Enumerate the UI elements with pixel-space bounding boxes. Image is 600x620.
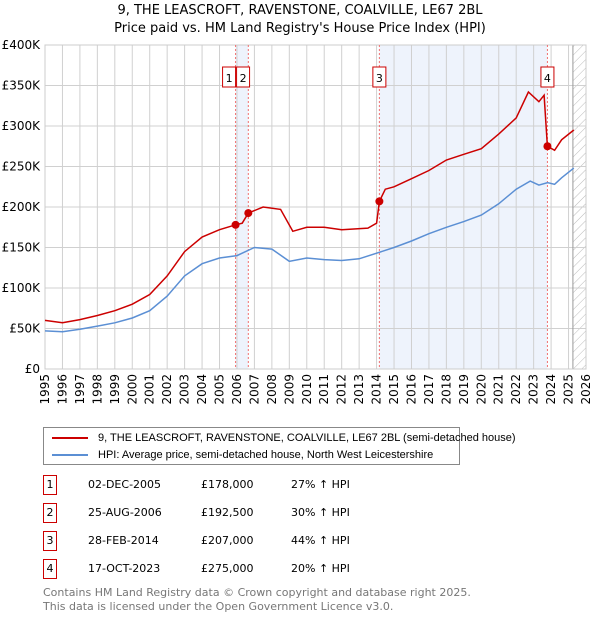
sale-number-badge: 4 <box>43 559 57 579</box>
x-tick-label: 2011 <box>317 374 331 405</box>
sale-date: 17-OCT-2023 <box>88 562 161 575</box>
sale-price: £207,000 <box>201 534 254 547</box>
x-tick-label: 1996 <box>55 374 69 405</box>
x-tick-label: 1995 <box>38 374 52 405</box>
y-tick-label: £300K <box>2 119 42 133</box>
x-tick-label: 2020 <box>474 374 488 405</box>
x-tick-label: 2014 <box>370 374 384 405</box>
x-tick-label: 1997 <box>73 374 87 405</box>
x-tick-label: 2018 <box>439 374 453 405</box>
x-tick-label: 1999 <box>108 374 122 405</box>
x-tick-label: 2023 <box>527 374 541 405</box>
sale-date: 02-DEC-2005 <box>88 478 162 491</box>
x-tick-label: 2015 <box>387 374 401 405</box>
sale-label-border <box>222 66 237 88</box>
y-tick-label: £400K <box>2 38 42 52</box>
chart-title-line1: 9, THE LEASCROFT, RAVENSTONE, COALVILLE,… <box>117 3 483 18</box>
legend-swatch-hpi <box>52 454 88 456</box>
x-tick-label: 2009 <box>282 374 296 405</box>
sale-label-border <box>372 66 387 88</box>
sale-label-number: 1 <box>226 72 233 85</box>
x-tick-label: 2022 <box>509 374 523 405</box>
chart-title-line2: Price paid vs. HM Land Registry's House … <box>114 21 486 36</box>
y-tick-label: £150K <box>2 241 42 255</box>
x-tick-label: 2003 <box>178 374 192 405</box>
sale-price: £192,500 <box>201 506 254 519</box>
y-tick-label: £0 <box>25 362 40 376</box>
sale-number-badge: 2 <box>43 503 57 523</box>
sale-label-box: 3 <box>372 66 387 88</box>
x-tick-label: 1998 <box>90 374 104 405</box>
y-tick-label: £250K <box>2 160 42 174</box>
legend-label-hpi: HPI: Average price, semi-detached house,… <box>98 449 434 461</box>
x-tick-label: 2021 <box>492 374 506 405</box>
x-tick-label: 2019 <box>457 374 471 405</box>
x-tick-label: 2001 <box>143 374 157 405</box>
x-tick-label: 2004 <box>195 374 209 405</box>
x-tick-label: 2007 <box>247 374 261 405</box>
y-tick-label: £50K <box>9 322 41 336</box>
legend: 9, THE LEASCROFT, RAVENSTONE, COALVILLE,… <box>43 427 516 465</box>
sale-point <box>375 197 384 206</box>
sale-point <box>244 209 253 218</box>
x-tick-label: 2016 <box>404 374 418 405</box>
x-tick-label: 2012 <box>335 374 349 405</box>
sale-label-number: 2 <box>240 72 247 85</box>
sale-label-box: 4 <box>540 66 555 88</box>
x-tick-label: 2006 <box>230 374 244 405</box>
sale-hpi-diff: 27% ↑ HPI <box>291 478 350 491</box>
x-tick-label: 2008 <box>265 374 279 405</box>
sale-hpi-diff: 20% ↑ HPI <box>291 562 350 575</box>
sale-number-badge: 1 <box>43 475 57 495</box>
x-tick-label: 2010 <box>300 374 314 405</box>
legend-swatch-property <box>52 437 88 439</box>
x-tick-label: 2017 <box>422 374 436 405</box>
sale-point <box>231 220 240 229</box>
y-tick-label: £100K <box>2 281 42 295</box>
x-tick-label: 2005 <box>213 374 227 405</box>
hpi-line <box>44 167 575 333</box>
footer: Contains HM Land Registry data © Crown c… <box>43 586 471 614</box>
footer-line1: Contains HM Land Registry data © Crown c… <box>43 586 471 599</box>
y-tick-label: £200K <box>2 200 42 214</box>
sale-label-box: 2 <box>236 66 251 88</box>
sale-label-number: 3 <box>376 72 383 85</box>
price-chart: 1995 1996 1997 1998 1999 2000 2001 2002 2003 2004… <box>2 38 593 405</box>
sale-date: 28-FEB-2014 <box>88 534 159 547</box>
legend-item-hpi: HPI: Average price, semi-detached house,… <box>52 448 433 462</box>
legend-label-property: 9, THE LEASCROFT, RAVENSTONE, COALVILLE,… <box>98 432 516 444</box>
property-price-line <box>44 90 575 324</box>
sale-label-border <box>540 66 555 88</box>
table-row: 1 02-DEC-2005 £178,000 27% ↑ HPI <box>43 475 443 495</box>
x-tick-label: 2026 <box>579 374 593 405</box>
sale-label-number: 4 <box>544 72 551 85</box>
footer-line2: This data is licensed under the Open Gov… <box>43 600 394 613</box>
table-row: 4 17-OCT-2023 £275,000 20% ↑ HPI <box>43 559 443 579</box>
y-tick-label: £350K <box>2 79 42 93</box>
plot-border <box>44 44 587 370</box>
sale-label-box: 1 <box>222 66 237 88</box>
x-tick-label: 2002 <box>160 374 174 405</box>
sale-point <box>543 142 552 151</box>
x-tick-label: 2025 <box>562 374 576 405</box>
x-tick-label: 2000 <box>125 374 139 405</box>
table-row: 3 28-FEB-2014 £207,000 44% ↑ HPI <box>43 531 443 551</box>
sale-label-border <box>236 66 251 88</box>
x-tick-label: 2024 <box>544 374 558 405</box>
sale-price: £178,000 <box>201 478 254 491</box>
sale-hpi-diff: 44% ↑ HPI <box>291 534 350 547</box>
sale-number-badge: 3 <box>43 531 57 551</box>
legend-item-property: 9, THE LEASCROFT, RAVENSTONE, COALVILLE,… <box>52 431 516 445</box>
sale-price: £275,000 <box>201 562 254 575</box>
sale-hpi-diff: 30% ↑ HPI <box>291 506 350 519</box>
x-tick-label: 2013 <box>352 374 366 405</box>
table-row: 2 25-AUG-2006 £192,500 30% ↑ HPI <box>43 503 443 523</box>
sale-date: 25-AUG-2006 <box>88 506 162 519</box>
